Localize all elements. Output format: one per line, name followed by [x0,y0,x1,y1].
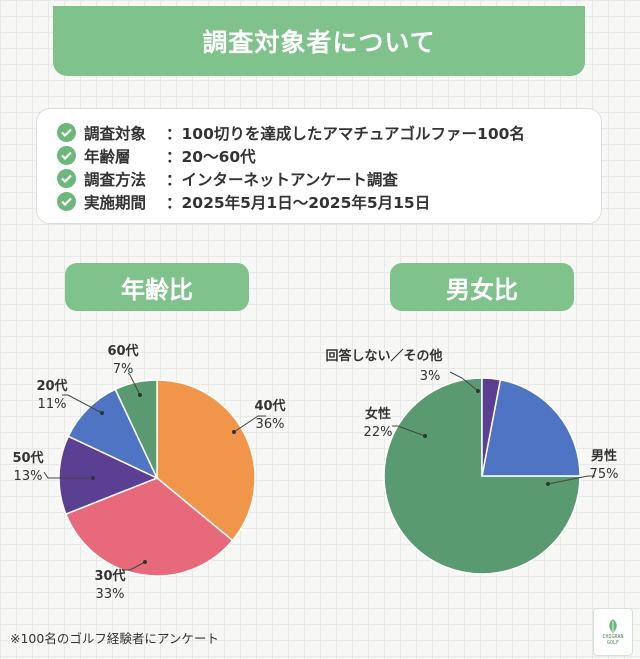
gender-percent-2: 3% [420,369,441,384]
age-leader-0 [233,415,266,433]
logo-text: CHIGRAN [602,634,624,640]
info-value: ：インターネットアンケート調査 [166,170,398,189]
age-label-0: 40代 [254,398,285,414]
age-leader-dot-1 [143,560,147,564]
age-label-1: 30代 [94,568,125,584]
info-value: ：2025年5月1日〜2025年5月15日 [166,193,431,212]
survey-info-card: 調査対象 ：100切りを達成したアマチュアゴルファー100名 年齢層 ：20〜6… [36,108,602,224]
age-slice-3 [67,388,159,480]
age-leader-1 [122,561,146,571]
age-slice-0 [156,379,256,542]
info-label: 調査対象 [84,124,147,143]
age-slice-1 [64,477,234,577]
gender-label-0: 男性 [591,448,617,464]
age-percent-2: 13% [14,469,43,484]
age-leader-4 [127,372,141,396]
info-row-target: 調査対象 ：100切りを達成したアマチュアゴルファー100名 [57,121,601,144]
gender-leader-dot-0 [546,482,550,486]
info-value: ：100切りを達成したアマチュアゴルファー100名 [166,124,525,143]
age-slice-2 [58,435,159,516]
age-chart-title: 年齢比 [65,263,249,311]
gender-slice-0 [383,377,581,575]
gender-leader-dot-2 [476,389,480,393]
gender-label-2: 回答しない／その他 [325,348,442,364]
age-leader-dot-2 [91,476,95,480]
info-label: 実施期間 [84,193,147,212]
age-leader-dot-0 [232,430,236,434]
check-circle-icon [57,169,76,188]
age-slice-4 [114,379,158,479]
brand-logo: CHIGRAN GOLF [593,608,633,656]
logo-text: GOLF [606,640,620,646]
gender-leader-2 [449,371,479,392]
age-label-4: 60代 [107,343,138,359]
age-percent-3: 11% [38,397,67,412]
age-percent-1: 33% [96,587,125,602]
gender-percent-0: 75% [590,467,619,482]
age-percent-4: 7% [113,362,134,377]
check-circle-icon [57,192,76,211]
age-leader-dot-3 [100,411,104,415]
age-leader-2 [43,471,93,479]
age-leader-3 [62,394,103,414]
leaf-icon [609,619,617,633]
gender-leader-dot-1 [423,434,427,438]
gender-leader-1 [392,425,426,437]
gender-slice-1 [481,378,581,477]
age-label-2: 50代 [12,450,43,466]
page-title: 調査対象者について [53,6,585,76]
footnote: ※100名のゴルフ経験者にアンケート [10,631,219,646]
check-circle-icon [57,146,76,165]
age-percent-0: 36% [256,417,285,432]
age-label-3: 20代 [36,378,67,394]
gender-chart-title: 男女比 [390,263,574,311]
info-label: 年齢層 [84,147,131,166]
gender-slice-2 [481,377,502,477]
info-row-age-range: 年齢層 ：20〜60代 [57,144,601,167]
gender-percent-1: 22% [364,425,393,440]
gender-leader-0 [547,475,595,485]
info-row-period: 実施期間 ：2025年5月1日〜2025年5月15日 [57,190,601,213]
age-leader-dot-4 [138,393,142,397]
info-row-method: 調査方法 ：インターネットアンケート調査 [57,167,601,190]
gender-label-1: 女性 [365,406,391,422]
check-circle-icon [57,123,76,142]
info-label: 調査方法 [84,170,147,189]
info-value: ：20〜60代 [166,147,256,166]
